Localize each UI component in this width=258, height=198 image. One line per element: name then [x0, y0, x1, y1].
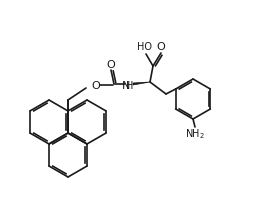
Text: NH$_2$: NH$_2$: [185, 127, 205, 141]
Polygon shape: [133, 82, 150, 85]
Text: H: H: [126, 81, 134, 91]
Text: O: O: [157, 42, 165, 52]
Text: O: O: [107, 60, 115, 70]
Text: N: N: [122, 81, 130, 91]
Text: HO: HO: [136, 42, 151, 52]
Text: O: O: [92, 81, 100, 91]
